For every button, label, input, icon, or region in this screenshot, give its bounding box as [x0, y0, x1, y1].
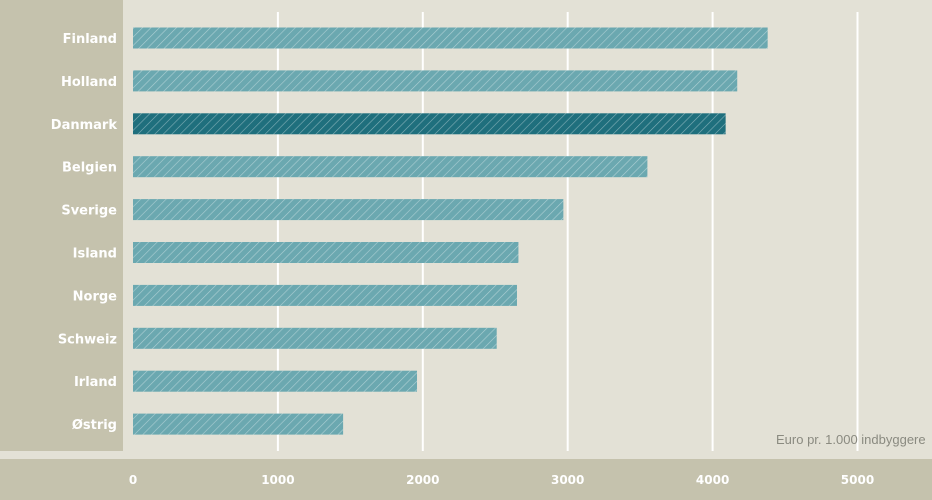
bar-hatch-belgien: [133, 156, 648, 178]
bars: [133, 27, 768, 435]
category-label-norge: Norge: [73, 289, 118, 304]
category-label-danmark: Danmark: [51, 118, 118, 133]
category-label-irland: Irland: [74, 375, 117, 390]
x-tick-0: 0: [129, 473, 137, 487]
bar-hatch-norge: [133, 284, 517, 306]
bar-hatch-irland: [133, 370, 418, 392]
bar-hatch-island: [133, 242, 519, 263]
category-label-island: Island: [73, 247, 117, 262]
x-tick-2000: 2000: [406, 473, 439, 487]
x-tick-1000: 1000: [261, 473, 294, 487]
bar-hatch--strig: [133, 413, 344, 435]
category-label-belgien: Belgien: [62, 161, 117, 176]
category-label-holland: Holland: [61, 75, 117, 90]
x-tick-labels: 0 1000 2000 3000 4000 5000: [129, 473, 874, 487]
x-axis-panel: [0, 459, 932, 500]
x-tick-4000: 4000: [696, 473, 729, 487]
bar-hatch-danmark: [133, 113, 726, 135]
unit-label: Euro pr. 1.000 indbyggere: [776, 432, 926, 447]
x-tick-5000: 5000: [841, 473, 874, 487]
category-label--strig: Østrig: [72, 418, 117, 433]
bar-hatch-sverige: [133, 199, 564, 221]
category-label-finland: Finland: [63, 32, 117, 47]
bar-hatch-finland: [133, 27, 768, 49]
bar-hatch-schweiz: [133, 327, 497, 349]
category-label-sverige: Sverige: [61, 204, 117, 219]
category-label-panel: [0, 0, 123, 451]
category-label-schweiz: Schweiz: [58, 332, 117, 347]
category-labels: Finland Holland Danmark Belgien Sverige Islan…: [51, 32, 118, 433]
bar-hatch-holland: [133, 70, 738, 92]
x-tick-3000: 3000: [551, 473, 584, 487]
